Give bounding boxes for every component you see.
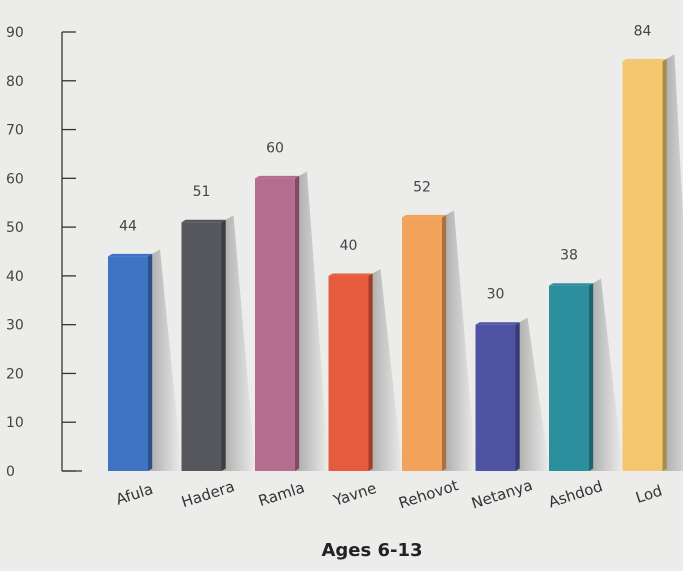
bar-group <box>402 210 476 471</box>
bar-top <box>622 58 667 62</box>
bar-value-label: 44 <box>119 218 137 234</box>
y-tick-label: 70 <box>6 123 24 139</box>
bar-side <box>148 253 153 471</box>
bar-group <box>475 317 550 471</box>
bar <box>549 285 589 471</box>
bar <box>475 324 516 471</box>
bar-side <box>368 273 373 471</box>
bar-group <box>181 215 256 471</box>
bar-value-label: 84 <box>634 23 652 39</box>
y-tick-label: 80 <box>6 74 24 90</box>
bar <box>108 256 148 471</box>
bar-top <box>255 175 300 179</box>
y-tick-label: 60 <box>6 171 24 187</box>
bar-group <box>255 171 329 472</box>
bar <box>622 61 663 472</box>
bar-shadow <box>515 317 550 471</box>
category-label: Lod <box>633 482 664 507</box>
bar-side <box>295 175 300 471</box>
bar-group <box>622 54 683 472</box>
y-tick-label: 30 <box>6 318 24 334</box>
y-axis: 0 10 20 30 40 50 60 70 80 90 <box>6 25 82 480</box>
bar-value-label: 30 <box>487 287 505 303</box>
y-tick-label: 90 <box>6 25 24 41</box>
bar-shadow <box>442 210 476 471</box>
bar-value-label: 52 <box>413 179 431 195</box>
category-label: Ashdod <box>546 477 605 511</box>
y-tick-label: 0 <box>6 464 15 480</box>
bar-side <box>221 219 226 471</box>
y-tick-label: 20 <box>6 366 24 382</box>
bar-group <box>549 278 623 471</box>
bar-top <box>402 214 447 218</box>
bar-shadow <box>368 268 403 471</box>
y-tick-label: 50 <box>6 220 24 236</box>
y-tick-label: 10 <box>6 415 24 431</box>
category-label: Netanya <box>469 476 535 513</box>
bar-shadow <box>148 249 182 471</box>
bar-side <box>442 214 447 471</box>
bar-top <box>328 273 373 276</box>
y-tick-label: 40 <box>6 269 24 285</box>
bar-shadow <box>589 278 623 471</box>
bar-group <box>328 268 403 471</box>
bar-shadow <box>221 215 256 471</box>
category-label: Rehovot <box>396 476 460 512</box>
bar-group <box>108 249 182 471</box>
category-label: Hadera <box>179 477 236 511</box>
bar-top <box>108 253 153 257</box>
bar <box>181 222 222 471</box>
bar-top <box>181 219 226 223</box>
bar-shadow <box>662 54 683 471</box>
bar-side <box>662 58 667 472</box>
bar <box>402 217 442 471</box>
bar-top <box>475 322 520 325</box>
bar-side <box>515 322 520 471</box>
category-label: Ramla <box>256 478 307 510</box>
bar <box>255 178 295 472</box>
bar <box>328 275 369 471</box>
bars <box>108 54 683 472</box>
bar-side <box>589 283 594 471</box>
bar-shadow <box>295 171 329 472</box>
chart-title: Ages 6-13 <box>321 540 422 561</box>
bar-value-label: 40 <box>340 238 358 254</box>
bar-value-label: 51 <box>193 184 211 200</box>
category-label: Afula <box>114 480 156 509</box>
bar-top <box>549 283 594 286</box>
category-label: Yavne <box>330 479 378 510</box>
bar-value-label: 60 <box>266 140 284 156</box>
bar-value-label: 38 <box>560 248 578 264</box>
